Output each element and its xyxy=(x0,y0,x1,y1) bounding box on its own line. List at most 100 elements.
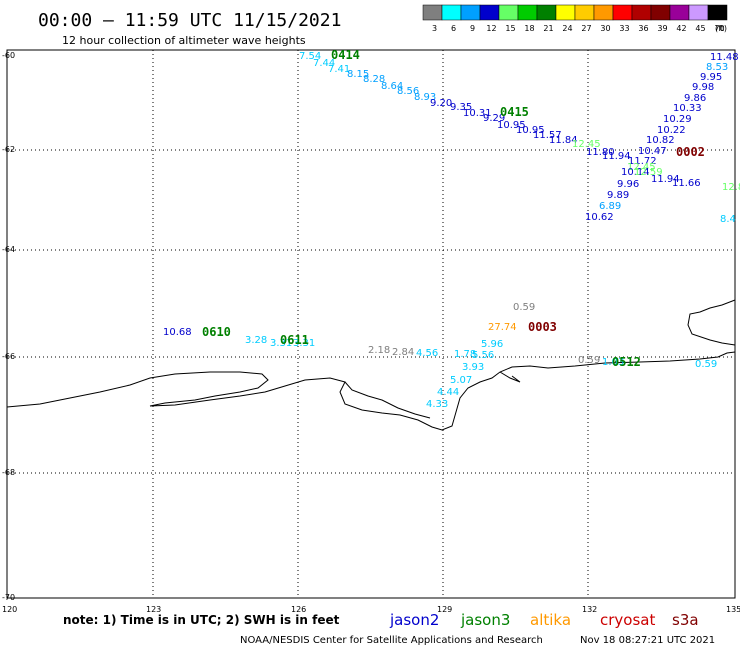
wave-height-value: 5.56 xyxy=(472,350,494,361)
wave-height-value: 7.41 xyxy=(328,64,350,75)
wave-height-value: 3.93 xyxy=(462,362,484,373)
pass-number-label: 0611 xyxy=(280,333,309,347)
pass-number-label: 0003 xyxy=(528,320,557,334)
axis-ticks: -60 -62 -64 -66 -68 -70 120 123 126 129 132 135 xyxy=(2,51,740,614)
legend-label: 12 xyxy=(486,24,496,33)
legend-swatch xyxy=(517,4,538,21)
satellite-key: jason2 jason3 altika cryosat s3a xyxy=(389,611,699,629)
map-title: 00:00 – 11:59 UTC 11/15/2021 xyxy=(38,10,341,31)
legend-swatch xyxy=(669,4,690,21)
wave-height-value: 9.95 xyxy=(700,72,722,83)
lon-tick-label: 120 xyxy=(2,605,17,614)
legend-swatch xyxy=(612,4,633,21)
wave-height-value: 6.89 xyxy=(599,201,621,212)
legend-swatch xyxy=(688,4,709,21)
wave-height-value: 4.44 xyxy=(437,387,459,398)
legend-label: 9 xyxy=(470,24,475,33)
wave-height-value: 7.44 xyxy=(313,58,335,69)
wave-height-value: 10.95 xyxy=(497,120,526,131)
wave-height-value: 27.74 xyxy=(488,322,517,333)
wave-height-value: 12.8 xyxy=(722,182,740,193)
wave-height-value: 4.56 xyxy=(416,348,438,359)
legend-unit: (ft) xyxy=(715,24,727,33)
satellite-name: altika xyxy=(530,611,571,629)
wave-height-value: 8.28 xyxy=(363,74,385,85)
wave-height-value: 9.98 xyxy=(692,82,714,93)
wave-height-value: 12.59 xyxy=(634,167,663,178)
pass-number-label: 0610 xyxy=(202,325,231,339)
wave-height-value: 11.48 xyxy=(710,52,739,63)
map-frame xyxy=(6,49,736,599)
wave-height-value: 10.22 xyxy=(657,125,686,136)
wave-height-value: 8.64 xyxy=(381,81,403,92)
wave-height-value: 9.89 xyxy=(607,190,629,201)
satellite-name: jason3 xyxy=(460,611,510,629)
lat-tick-label: -60 xyxy=(2,51,15,60)
satellite-name: cryosat xyxy=(600,611,655,629)
satellite-name: s3a xyxy=(672,611,699,629)
map-subtitle: 12 hour collection of altimeter wave hei… xyxy=(62,34,306,47)
graticule xyxy=(7,50,735,598)
legend-label: 18 xyxy=(524,24,534,33)
wave-height-value: 3.31 xyxy=(293,338,315,349)
legend-swatch xyxy=(441,4,462,21)
wave-height-value: 0.59 xyxy=(578,355,600,366)
wave-height-value: 7.54 xyxy=(299,51,321,62)
generated-timestamp: Nov 18 08:27:21 UTC 2021 xyxy=(580,635,715,646)
wave-height-value: 0.59 xyxy=(513,302,535,313)
legend-label: 15 xyxy=(505,24,515,33)
color-legend: 3 6 9 12 15 18 21 24 27 30 33 36 39 42 45 70(ft) xyxy=(422,4,728,33)
wave-height-value: 2.84 xyxy=(392,347,414,358)
legend-swatch xyxy=(631,4,652,21)
wave-height-value: 11.94 xyxy=(602,151,631,162)
legend-label: 36 xyxy=(638,24,648,33)
legend-label: 27 xyxy=(581,24,591,33)
wave-height-value: 3.31 xyxy=(270,338,292,349)
pass-labels: 0414 0415 0002 0610 0611 0003 0512 xyxy=(202,48,705,369)
credit-line: NOAA/NESDIS Center for Satellite Applica… xyxy=(240,635,543,646)
wave-height-value: 10.31 xyxy=(463,108,492,119)
legend-label: 3 xyxy=(432,24,437,33)
wave-height-value: 3.28 xyxy=(245,335,267,346)
lon-tick-label: 132 xyxy=(582,605,597,614)
wave-height-value: 10.62 xyxy=(585,212,614,223)
satellite-name: jason2 xyxy=(389,611,439,629)
legend-label: 21 xyxy=(543,24,553,33)
wave-height-value: 10.14 xyxy=(621,167,650,178)
legend-label: 42 xyxy=(676,24,686,33)
wave-height-value: 11.80 xyxy=(586,147,615,158)
pass-number-label: 0415 xyxy=(500,105,529,119)
wave-height-value: 9.35 xyxy=(450,102,472,113)
wave-height-value: 8.4 xyxy=(720,214,736,225)
legend-swatch xyxy=(650,4,671,21)
wave-height-value: 9.96 xyxy=(617,179,639,190)
legend-swatch xyxy=(460,4,481,21)
legend-swatch xyxy=(422,4,443,21)
legend-label: 30 xyxy=(600,24,610,33)
wave-height-value: 12.45 xyxy=(627,162,656,173)
lon-tick-label: 123 xyxy=(146,605,161,614)
footnote: note: 1) Time is in UTC; 2) SWH is in fe… xyxy=(63,613,340,627)
lat-tick-label: -70 xyxy=(2,593,15,602)
lat-tick-label: -68 xyxy=(2,468,15,477)
legend-label: 24 xyxy=(562,24,572,33)
wave-height-value: 10.47 xyxy=(638,146,667,157)
lat-tick-label: -66 xyxy=(2,352,15,361)
wave-height-value: 10.82 xyxy=(646,135,675,146)
legend-label: 45 xyxy=(695,24,705,33)
legend-label: 39 xyxy=(657,24,667,33)
legend-swatch xyxy=(574,4,595,21)
wave-height-value: 11.84 xyxy=(549,135,578,146)
wave-height-value: 11.66 xyxy=(672,178,701,189)
legend-label: 33 xyxy=(619,24,629,33)
lat-tick-label: -62 xyxy=(2,145,15,154)
lon-tick-label: 135 xyxy=(726,605,740,614)
wave-height-value: 5.07 xyxy=(450,375,472,386)
legend-label: 70 xyxy=(714,24,724,33)
wave-height-value: 12.45 xyxy=(572,139,601,150)
wave-height-value: 2.18 xyxy=(368,345,390,356)
wave-height-value: 0.59 xyxy=(695,359,717,370)
legend-swatch xyxy=(479,4,500,21)
legend-swatch xyxy=(536,4,557,21)
